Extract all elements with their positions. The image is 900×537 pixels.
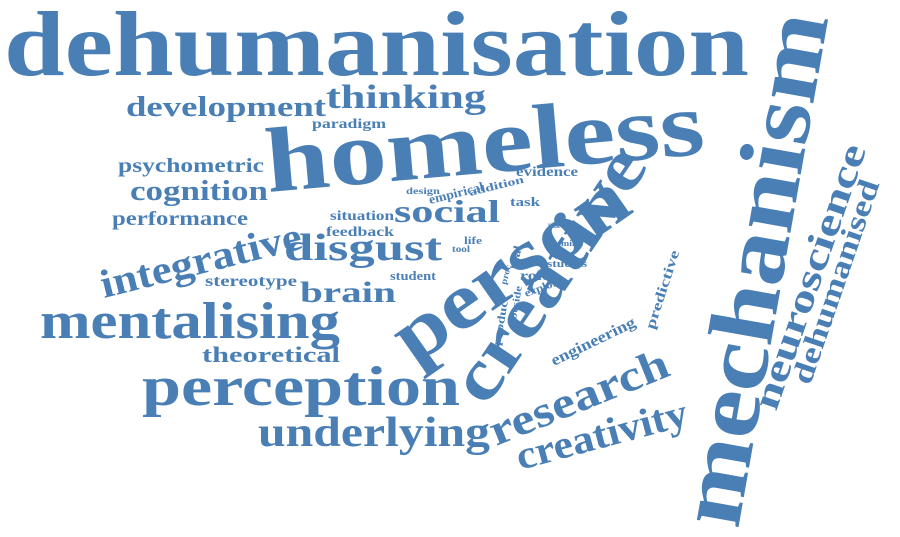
word-performance: performance: [112, 208, 248, 230]
word-cognition: cognition: [130, 176, 269, 207]
word-theoretical: theoretical: [202, 342, 340, 367]
word-situation: situation: [330, 209, 394, 224]
word-paradigm: paradigm: [312, 117, 386, 132]
word-development: development: [126, 92, 327, 123]
word-underlying: underlying: [258, 410, 490, 456]
word-thinking: thinking: [326, 79, 486, 116]
word-psychometric: psychometric: [118, 155, 264, 177]
word-feedback: feedback: [326, 225, 394, 240]
word-predictive: predictive: [644, 249, 684, 332]
